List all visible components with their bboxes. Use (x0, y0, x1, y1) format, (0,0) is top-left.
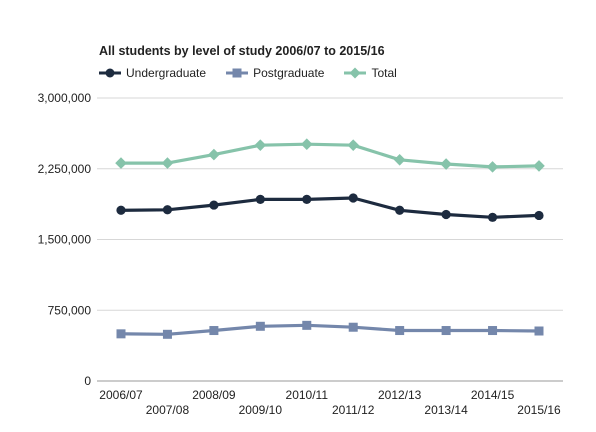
data-point-total (533, 160, 545, 172)
x-tick-label: 2012/13 (378, 388, 422, 402)
series-line-undergraduate (119, 196, 541, 219)
legend-label-undergraduate: Undergraduate (126, 66, 207, 80)
x-tick-label: 2015/16 (517, 403, 561, 417)
data-point-postgraduate (395, 326, 405, 336)
series-line-total (119, 142, 541, 169)
data-point-undergraduate (441, 209, 451, 220)
data-point-total (347, 139, 360, 151)
legend-label-postgraduate: Postgraduate (253, 66, 325, 80)
data-point-undergraduate (348, 193, 358, 203)
data-point-postgraduate (534, 326, 544, 336)
data-point-undergraduate (302, 194, 312, 205)
data-point-undergraduate (534, 210, 544, 221)
x-tick-label: 2013/14 (424, 403, 468, 417)
y-tick-label: 1,500,000 (38, 233, 92, 247)
data-point-postgraduate (162, 329, 172, 339)
chart-legend: Undergraduate Postgraduate Total (99, 64, 417, 82)
legend-item-undergraduate[interactable]: Undergraduate (99, 66, 206, 80)
data-point-total (393, 153, 406, 166)
data-point-postgraduate (302, 320, 312, 330)
data-point-undergraduate (395, 205, 405, 215)
data-point-postgraduate (488, 326, 498, 336)
data-point-postgraduate (348, 322, 358, 332)
data-point-undergraduate (209, 200, 219, 210)
data-point-undergraduate (255, 194, 265, 205)
series-line-postgraduate (119, 323, 541, 336)
data-point-total (486, 161, 499, 173)
data-point-total (115, 157, 127, 169)
x-tick-label: 2011/12 (332, 403, 375, 417)
legend-swatch-total (344, 67, 367, 79)
chart-title: All students by level of study 2006/07 t… (99, 44, 385, 58)
data-point-total (254, 139, 267, 151)
y-tick-label: 3,000,000 (38, 91, 92, 105)
legend-item-postgraduate[interactable]: Postgraduate (226, 66, 324, 80)
data-point-postgraduate (116, 329, 126, 339)
data-point-total (440, 158, 452, 170)
x-tick-label: 2007/08 (146, 403, 190, 417)
y-tick-label: 0 (84, 374, 91, 388)
data-point-undergraduate (116, 205, 126, 215)
legend-item-total[interactable]: Total (344, 66, 397, 80)
data-point-postgraduate (209, 326, 219, 336)
data-point-total (161, 157, 174, 169)
x-tick-label: 2009/10 (239, 403, 283, 417)
legend-label-total: Total (371, 66, 397, 80)
legend-swatch-postgraduate (226, 68, 249, 78)
data-point-postgraduate (441, 326, 451, 336)
y-tick-label: 750,000 (48, 303, 92, 317)
x-tick-label: 2010/11 (286, 388, 329, 402)
data-point-undergraduate (162, 205, 173, 215)
x-tick-label: 2014/15 (471, 388, 515, 402)
data-point-total (208, 148, 220, 161)
y-tick-label: 2,250,000 (38, 162, 92, 176)
data-point-total (300, 138, 313, 151)
data-point-postgraduate (255, 321, 265, 331)
legend-swatch-undergraduate (99, 68, 121, 78)
data-point-undergraduate (487, 212, 498, 222)
x-tick-label: 2006/07 (99, 388, 143, 402)
x-tick-label: 2008/09 (192, 388, 236, 402)
